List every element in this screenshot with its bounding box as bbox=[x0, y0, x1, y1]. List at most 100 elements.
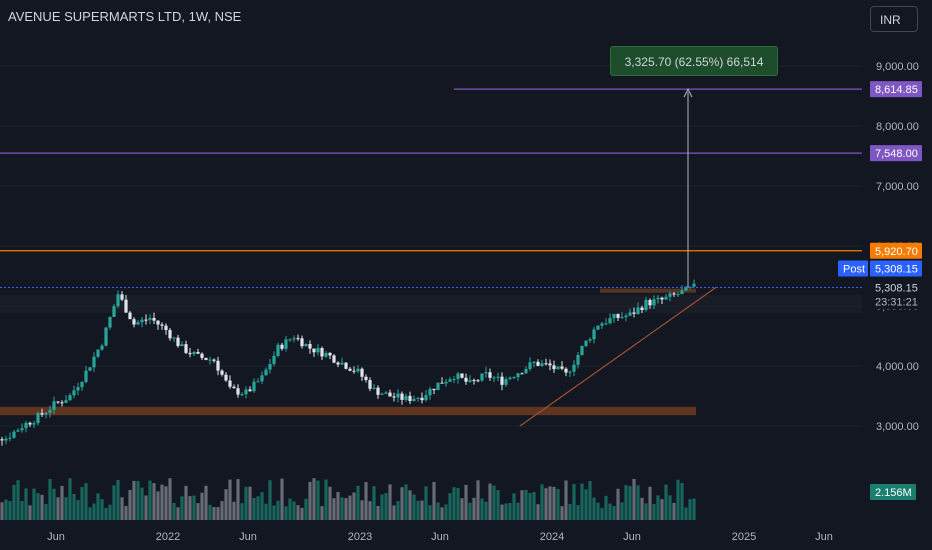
volume-bar bbox=[0, 502, 4, 520]
volume-bar bbox=[60, 485, 64, 520]
volume-bar bbox=[240, 503, 244, 520]
candle-body bbox=[116, 294, 120, 307]
candle-body bbox=[84, 370, 88, 382]
candle-body bbox=[220, 370, 224, 375]
volume-bars bbox=[0, 478, 696, 520]
volume-bar bbox=[480, 498, 484, 520]
volume-bar bbox=[532, 492, 536, 520]
candle-body bbox=[592, 329, 596, 340]
candle-body bbox=[616, 314, 620, 318]
volume-bar bbox=[264, 503, 268, 520]
candle-body bbox=[112, 306, 116, 317]
volume-bar bbox=[224, 489, 228, 520]
volume-bar bbox=[128, 489, 132, 520]
volume-bar bbox=[692, 498, 696, 520]
volume-bar bbox=[236, 479, 240, 520]
volume-bar bbox=[428, 505, 432, 520]
candle-body bbox=[468, 380, 472, 382]
volume-bar bbox=[408, 490, 412, 520]
candle-body bbox=[456, 373, 460, 379]
volume-bar bbox=[216, 507, 220, 520]
candle-body bbox=[444, 381, 448, 384]
candle-body bbox=[424, 395, 428, 401]
x-tick-label: Jun bbox=[623, 531, 641, 543]
candle-body bbox=[420, 397, 424, 401]
price-tags: 8,614.85 7,548.00 5,920.70 Post 5,308.15 5,30… bbox=[838, 81, 922, 500]
candle-body bbox=[364, 376, 368, 381]
candle-body bbox=[484, 372, 488, 374]
volume-bar bbox=[148, 480, 152, 520]
candle-body bbox=[160, 324, 164, 326]
volume-bar bbox=[356, 485, 360, 520]
candle-body bbox=[128, 312, 132, 320]
candle-body bbox=[36, 413, 40, 424]
volume-bar bbox=[432, 481, 436, 520]
zone-support bbox=[0, 406, 696, 416]
candle-body bbox=[56, 401, 60, 403]
volume-bar bbox=[564, 480, 568, 520]
candle-body bbox=[532, 361, 536, 363]
candle-body bbox=[524, 368, 528, 374]
candle-body bbox=[280, 344, 284, 349]
volume-bar bbox=[492, 485, 496, 520]
volume-bar bbox=[664, 484, 668, 520]
candle-body bbox=[384, 392, 388, 394]
volume-bar bbox=[132, 480, 136, 520]
candle-body bbox=[488, 372, 492, 378]
candle-body bbox=[196, 351, 200, 354]
candle-body bbox=[320, 348, 324, 357]
candle-body bbox=[72, 390, 76, 396]
candle-body bbox=[180, 344, 184, 347]
candle-body bbox=[264, 369, 268, 376]
candle-body bbox=[608, 318, 612, 324]
candle-body bbox=[76, 387, 80, 391]
countdown-tag-bg bbox=[870, 293, 922, 310]
candle-body bbox=[520, 373, 524, 375]
candle-body bbox=[48, 409, 52, 413]
candle-body bbox=[612, 314, 616, 319]
volume-bar bbox=[504, 503, 508, 520]
candle-body bbox=[560, 366, 564, 369]
target-mid-tag: 7,548.00 bbox=[870, 145, 922, 162]
volume-bar bbox=[628, 486, 632, 520]
currency-button[interactable]: INR bbox=[870, 6, 918, 32]
candle-body bbox=[500, 376, 504, 385]
volume-bar bbox=[604, 495, 608, 520]
volume-bar bbox=[500, 504, 504, 520]
volume-bar bbox=[452, 487, 456, 520]
volume-bar bbox=[672, 502, 676, 520]
volume-bar bbox=[184, 485, 188, 520]
candle-body bbox=[168, 329, 172, 339]
target-high-tag: 8,614.85 bbox=[870, 81, 922, 98]
candle-body bbox=[224, 374, 228, 381]
volume-bar bbox=[576, 505, 580, 520]
volume-bar bbox=[624, 485, 628, 520]
volume-bar bbox=[92, 503, 96, 520]
chart-title: AVENUE SUPERMARTS LTD, 1W, NSE bbox=[8, 9, 242, 24]
volume-bar bbox=[24, 488, 28, 520]
last-price-tag-bg bbox=[870, 279, 922, 296]
candle-body bbox=[568, 371, 572, 373]
candle-body bbox=[436, 382, 440, 391]
post-label-tag-text: Post bbox=[843, 264, 865, 276]
volume-bar bbox=[404, 484, 408, 520]
candle-body bbox=[24, 422, 28, 429]
candle-body bbox=[284, 339, 288, 349]
volume-bar bbox=[496, 490, 500, 520]
candle-body bbox=[68, 395, 72, 401]
volume-bar bbox=[524, 489, 528, 520]
volume-bar bbox=[80, 487, 84, 520]
volume-bar bbox=[320, 506, 324, 520]
volume-bar bbox=[8, 501, 12, 520]
candle-body bbox=[272, 355, 276, 365]
y-tick-label: 3,000.00 bbox=[876, 421, 919, 433]
candle-body bbox=[632, 312, 636, 314]
candle-body bbox=[340, 362, 344, 365]
volume-bar bbox=[556, 488, 560, 520]
volume-bar bbox=[104, 507, 108, 520]
volume-bar bbox=[120, 497, 124, 520]
candle-body bbox=[308, 343, 312, 349]
volume-bar bbox=[600, 507, 604, 520]
countdown-tag-text: 23:31:21 bbox=[875, 297, 918, 309]
